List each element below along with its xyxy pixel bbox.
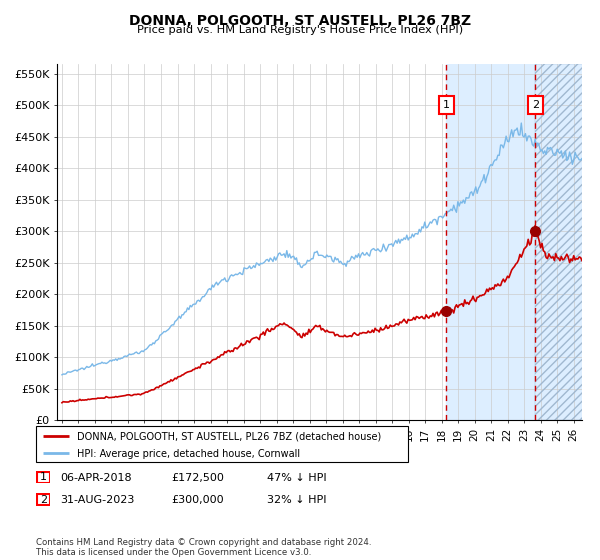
Text: 32% ↓ HPI: 32% ↓ HPI [267,495,326,505]
Text: 06-APR-2018: 06-APR-2018 [60,473,131,483]
Text: 1: 1 [443,100,449,110]
Text: DONNA, POLGOOTH, ST AUSTELL, PL26 7BZ (detached house): DONNA, POLGOOTH, ST AUSTELL, PL26 7BZ (d… [77,432,381,441]
Text: DONNA, POLGOOTH, ST AUSTELL, PL26 7BZ: DONNA, POLGOOTH, ST AUSTELL, PL26 7BZ [129,14,471,28]
Text: £172,500: £172,500 [171,473,224,483]
Text: Price paid vs. HM Land Registry's House Price Index (HPI): Price paid vs. HM Land Registry's House … [137,25,463,35]
Text: 1: 1 [40,472,47,482]
Text: 31-AUG-2023: 31-AUG-2023 [60,495,134,505]
Text: 2: 2 [532,100,539,110]
FancyBboxPatch shape [37,472,50,483]
Text: 2: 2 [40,494,47,505]
Bar [446,64,590,420]
Text: HPI: Average price, detached house, Cornwall: HPI: Average price, detached house, Corn… [77,449,300,459]
Text: Contains HM Land Registry data © Crown copyright and database right 2024.
This d: Contains HM Land Registry data © Crown c… [36,538,371,557]
Text: 47% ↓ HPI: 47% ↓ HPI [267,473,326,483]
Bar [535,64,590,420]
FancyBboxPatch shape [36,426,408,462]
FancyBboxPatch shape [37,494,50,505]
Text: £300,000: £300,000 [171,495,224,505]
